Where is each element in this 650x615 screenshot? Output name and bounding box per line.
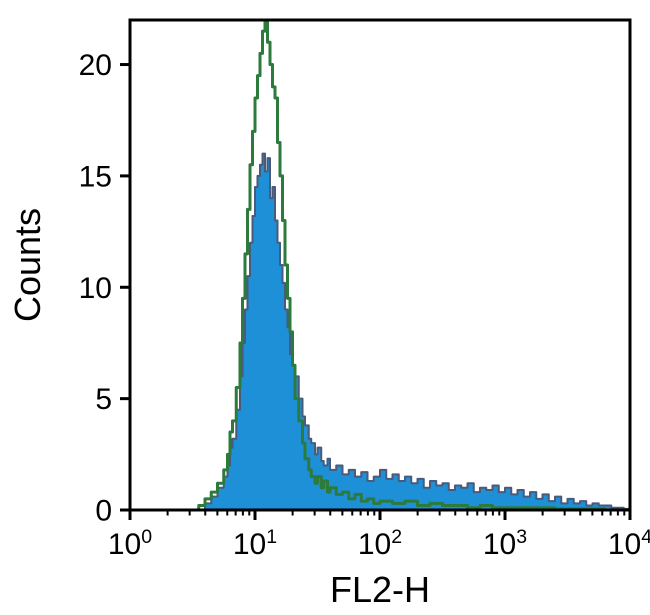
xtick-label: 101 (233, 526, 277, 561)
x-axis-label: FL2-H (330, 569, 430, 610)
xtick-label: 102 (358, 526, 402, 561)
y-axis-label: Counts (7, 208, 48, 322)
ytick-label: 20 (79, 49, 112, 82)
xtick-label: 103 (483, 526, 527, 561)
ytick-label: 15 (79, 160, 112, 193)
xtick-label: 100 (108, 526, 152, 561)
chart-svg: 0 5 10 15 20 100 101 102 103 104 Counts FL2-H (0, 0, 650, 615)
ytick-label: 0 (95, 495, 112, 528)
xtick-label: 104 (608, 526, 650, 561)
ytick-label: 5 (95, 383, 112, 416)
flow-cytometry-histogram: 0 5 10 15 20 100 101 102 103 104 Counts FL2-H (0, 0, 650, 615)
ytick-label: 10 (79, 272, 112, 305)
